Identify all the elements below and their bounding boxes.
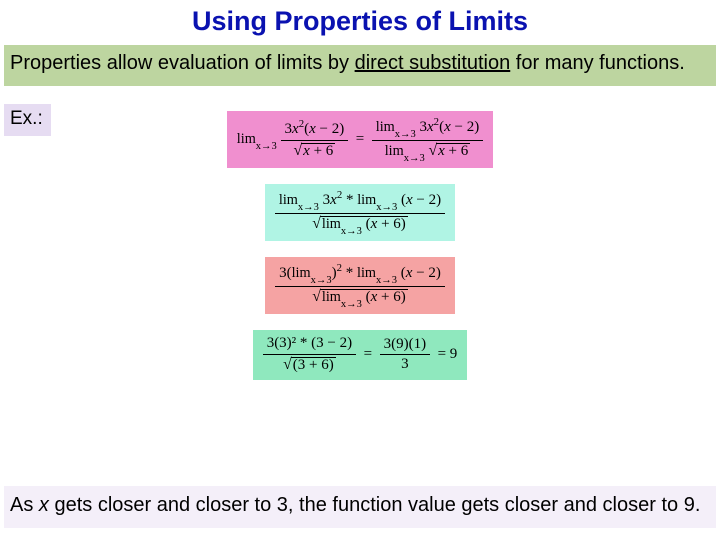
- rad-4: (3 + 6): [291, 357, 336, 374]
- fraction-4r: 3(9)(1) 3: [380, 337, 430, 374]
- lim-s3c: x→3: [341, 299, 362, 310]
- lim-p2c: lim: [322, 216, 341, 232]
- equation-3: 3(limx→3)2 * limx→3 (x − 2) limx→3 (x + …: [265, 257, 455, 314]
- numerator-r: limx→3 3x2(x − 2): [372, 117, 483, 141]
- fraction-3: 3(limx→3)2 * limx→3 (x − 2) limx→3 (x + …: [275, 263, 445, 308]
- conclusion-text-box: As x gets closer and closer to 3, the fu…: [4, 486, 716, 528]
- lim-prefix: lim: [237, 131, 256, 147]
- sqrt-r: x + 6: [428, 143, 470, 160]
- sqrt: x + 6: [294, 143, 336, 160]
- numerator-4r: 3(9)(1): [380, 337, 430, 356]
- conclusion-var: x: [39, 494, 49, 516]
- lim-s3a: x→3: [311, 275, 332, 286]
- lim-sub-rd: x→3: [404, 153, 425, 164]
- lim-sub-r: x→3: [395, 129, 416, 140]
- num-text: 3x2(x − 2): [285, 121, 345, 137]
- lim-prefix-rd: lim: [385, 143, 404, 159]
- intro-text-box: Properties allow evaluation of limits by…: [4, 45, 716, 86]
- numerator-4l: 3(3)² * (3 − 2): [263, 336, 356, 355]
- lim-p2a: lim: [279, 192, 298, 208]
- fraction: 3x2(x − 2) x + 6: [281, 119, 349, 160]
- denominator-2: limx→3 (x + 6): [275, 214, 445, 235]
- lim-p2b: lim: [357, 192, 376, 208]
- slide-title: Using Properties of Limits: [0, 0, 720, 43]
- conclusion-post: gets closer and closer to 3, the functio…: [49, 494, 700, 516]
- denominator-r: limx→3 x + 6: [372, 141, 483, 162]
- sqrt-2: limx→3 (x + 6): [312, 216, 408, 235]
- result-4: = 9: [438, 346, 458, 362]
- example-label: Ex.:: [10, 108, 43, 129]
- lim-p3c: lim: [322, 289, 341, 305]
- fraction-4l: 3(3)² * (3 − 2) (3 + 6): [263, 336, 356, 374]
- numerator-3: 3(limx→3)2 * limx→3 (x − 2): [275, 263, 445, 287]
- lim-s3b: x→3: [376, 275, 397, 286]
- sqrt-4: (3 + 6): [283, 357, 336, 374]
- lim-p3a: lim: [292, 265, 311, 281]
- intro-post: for many functions.: [510, 52, 685, 74]
- example-label-box: Ex.:: [4, 104, 51, 136]
- denominator-4l: (3 + 6): [263, 355, 356, 374]
- equations-container: limx→3 3x2(x − 2) x + 6 = limx→3 3x2(x −…: [0, 108, 720, 383]
- equation-1: limx→3 3x2(x − 2) x + 6 = limx→3 3x2(x −…: [227, 111, 493, 168]
- conclusion-pre: As: [10, 494, 39, 516]
- denominator-4r: 3: [380, 355, 430, 373]
- sqrt-3: limx→3 (x + 6): [312, 289, 408, 308]
- intro-pre: Properties allow evaluation of limits by: [10, 52, 355, 74]
- lim-s2b: x→3: [376, 202, 397, 213]
- lim-s2c: x→3: [341, 226, 362, 237]
- lim-p3b: lim: [357, 265, 376, 281]
- fraction-2: limx→3 3x2 * limx→3 (x − 2) limx→3 (x + …: [275, 190, 445, 235]
- denominator-3: limx→3 (x + 6): [275, 287, 445, 308]
- numerator: 3x2(x − 2): [281, 119, 349, 141]
- equation-2: limx→3 3x2 * limx→3 (x − 2) limx→3 (x + …: [265, 184, 455, 241]
- lim-s2a: x→3: [298, 202, 319, 213]
- intro-underlined: direct substitution: [355, 52, 511, 74]
- equation-4: 3(3)² * (3 − 2) (3 + 6) = 3(9)(1) 3 = 9: [253, 330, 468, 380]
- denominator: x + 6: [281, 141, 349, 160]
- numerator-2: limx→3 3x2 * limx→3 (x − 2): [275, 190, 445, 214]
- lim-prefix-r: lim: [376, 119, 395, 135]
- fraction-right: limx→3 3x2(x − 2) limx→3 x + 6: [372, 117, 483, 162]
- lim-sub: x→3: [256, 141, 277, 152]
